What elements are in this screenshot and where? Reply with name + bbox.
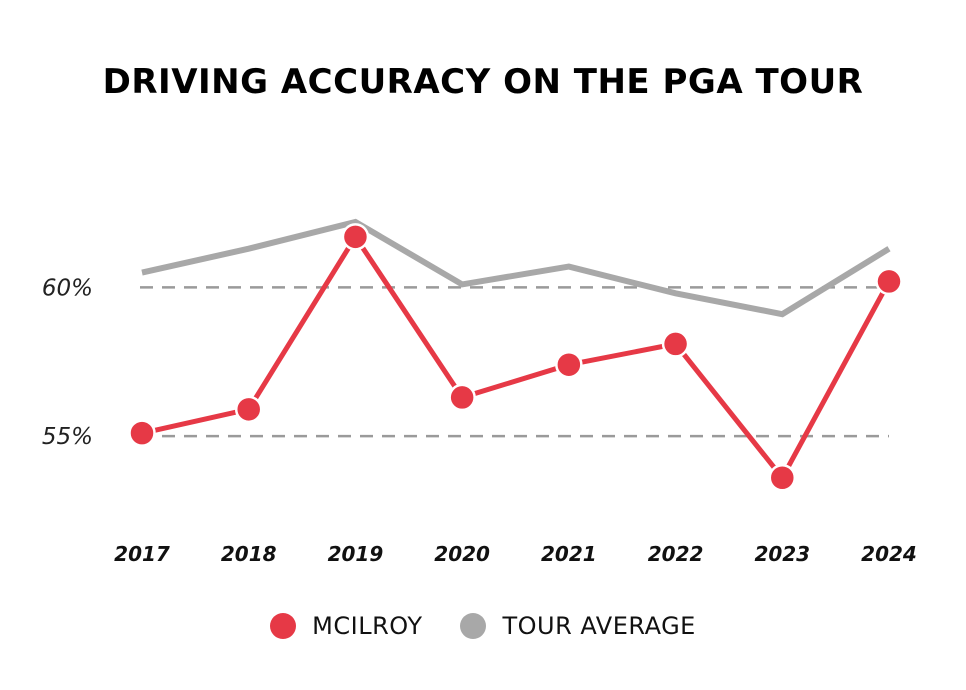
x-tick-label-2017: 2017 bbox=[114, 542, 170, 566]
gridlines bbox=[140, 286, 889, 438]
x-tick-label-2019: 2019 bbox=[328, 542, 384, 566]
legend-swatch-tour-average bbox=[460, 613, 487, 639]
legend: MCILROY TOUR AVERAGE bbox=[0, 612, 966, 640]
x-tick-label-2020: 2020 bbox=[434, 542, 490, 566]
series-line-tour-average bbox=[141, 218, 891, 318]
point-mcilroy-2020[interactable] bbox=[448, 383, 476, 412]
series-line-mcilroy bbox=[141, 232, 892, 483]
legend-item-mcilroy[interactable]: MCILROY bbox=[270, 612, 422, 640]
x-tick-label-2022: 2022 bbox=[648, 542, 704, 566]
y-axis-ticks: 60% 55% bbox=[42, 275, 93, 450]
x-tick-label-2021: 2021 bbox=[541, 542, 597, 566]
legend-label-mcilroy: MCILROY bbox=[312, 612, 423, 640]
x-tick-label-2024: 2024 bbox=[861, 542, 917, 566]
point-mcilroy-2021[interactable] bbox=[555, 350, 583, 379]
y-tick-label-60: 60% bbox=[42, 275, 93, 301]
legend-swatch-mcilroy bbox=[270, 613, 297, 639]
series-lines bbox=[141, 218, 892, 483]
point-mcilroy-2017[interactable] bbox=[128, 419, 156, 447]
legend-label-tour-average: TOUR AVERAGE bbox=[502, 612, 696, 640]
x-tick-label-2018: 2018 bbox=[221, 542, 277, 566]
y-tick-label-55: 55% bbox=[42, 424, 93, 450]
line-chart: 60% 55% 2017 2018 2019 2020 2021 2022 2023 2024 bbox=[42, 218, 917, 566]
series-markers bbox=[128, 223, 903, 492]
point-mcilroy-2022[interactable] bbox=[661, 330, 690, 358]
legend-item-tour-average[interactable]: TOUR AVERAGE bbox=[460, 612, 695, 640]
point-mcilroy-2024[interactable] bbox=[875, 267, 903, 296]
point-mcilroy-2023[interactable] bbox=[768, 463, 797, 492]
point-mcilroy-2019[interactable] bbox=[341, 223, 370, 251]
point-mcilroy-2018[interactable] bbox=[234, 395, 263, 424]
x-tick-label-2023: 2023 bbox=[754, 542, 810, 566]
x-axis-ticks: 2017 2018 2019 2020 2021 2022 2023 2024 bbox=[114, 542, 917, 566]
chart-title: DRIVING ACCURACY ON THE PGA TOUR bbox=[102, 62, 864, 102]
